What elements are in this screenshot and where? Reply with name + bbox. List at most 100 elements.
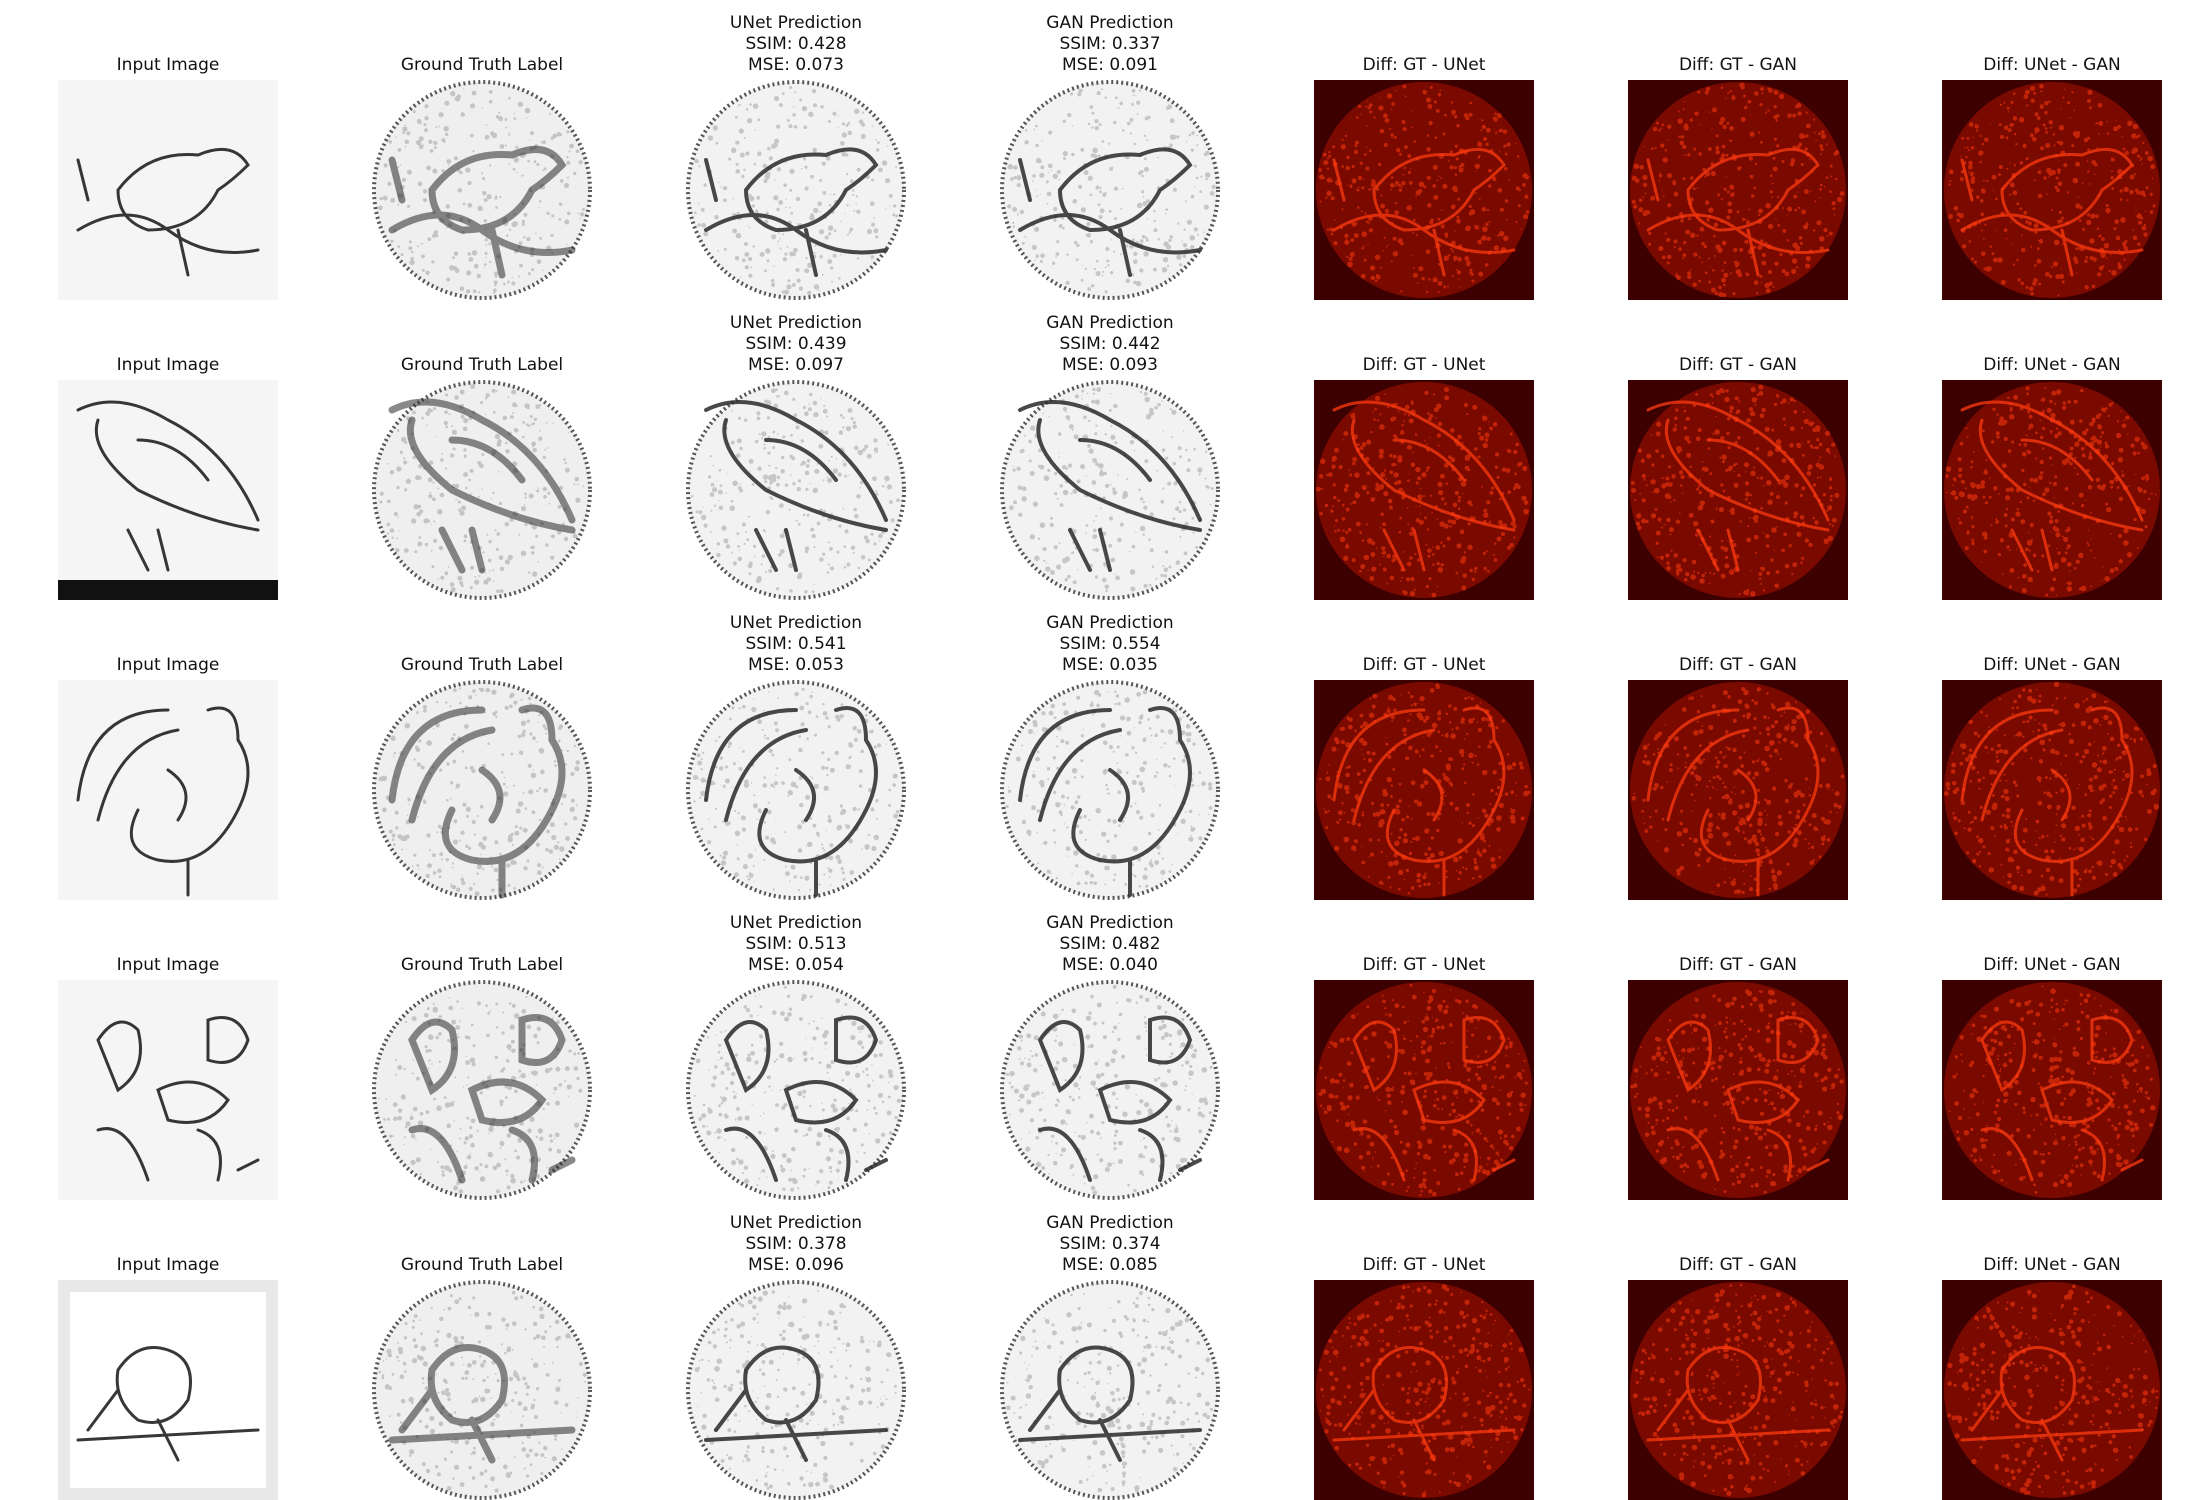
panel-title: Input Image xyxy=(28,955,308,976)
ssim-value: SSIM: 0.439 xyxy=(745,334,847,354)
diff_unet_gan-image xyxy=(1942,80,2162,300)
ssim-value: SSIM: 0.541 xyxy=(745,634,847,654)
panel-title-text: UNet Prediction xyxy=(729,313,863,333)
ssim-value: SSIM: 0.554 xyxy=(1059,634,1161,654)
panel-title: Diff: UNet - GAN xyxy=(1912,655,2192,676)
gt-image xyxy=(372,1280,592,1500)
panel-title-text: UNet Prediction xyxy=(729,613,863,633)
panel-title-text: GAN Prediction xyxy=(1046,1213,1174,1233)
panel-title-text: Ground Truth Label xyxy=(400,1255,564,1275)
mse-value: MSE: 0.096 xyxy=(748,1255,844,1275)
panel-title: Input Image xyxy=(28,55,308,76)
diff_unet_gan-image xyxy=(1942,380,2162,600)
panel-title: GAN Prediction SSIM: 0.374 MSE: 0.085 xyxy=(970,1213,1250,1276)
panel-title: Diff: GT - GAN xyxy=(1598,55,1878,76)
panel-title-text: Diff: GT - GAN xyxy=(1678,1255,1798,1275)
gt-image xyxy=(372,380,592,600)
gan-image xyxy=(1000,980,1220,1200)
unet-image xyxy=(686,980,906,1200)
panel-title-text: GAN Prediction xyxy=(1046,913,1174,933)
ssim-value: SSIM: 0.374 xyxy=(1059,1234,1161,1254)
panel-title-text: UNet Prediction xyxy=(729,13,863,33)
panel-title-text: GAN Prediction xyxy=(1046,13,1174,33)
panel-title-text: Diff: UNet - GAN xyxy=(1983,655,2121,675)
panel-title-text: Input Image xyxy=(116,1255,220,1275)
panel-title: UNet Prediction SSIM: 0.513 MSE: 0.054 xyxy=(656,913,936,976)
mse-value: MSE: 0.053 xyxy=(748,655,844,675)
panel-title: Diff: GT - UNet xyxy=(1284,655,1564,676)
panel-title: Diff: GT - UNet xyxy=(1284,955,1564,976)
panel-title: Ground Truth Label xyxy=(342,355,622,376)
mse-value: MSE: 0.091 xyxy=(1062,55,1158,75)
gan-image xyxy=(1000,1280,1220,1500)
panel-title: Diff: GT - GAN xyxy=(1598,1255,1878,1276)
panel-title-text: Diff: GT - UNet xyxy=(1362,955,1486,975)
unet-image xyxy=(686,380,906,600)
panel-title-text: Diff: UNet - GAN xyxy=(1983,355,2121,375)
panel-title: UNet Prediction SSIM: 0.428 MSE: 0.073 xyxy=(656,13,936,76)
panel-title-text: Input Image xyxy=(116,655,220,675)
panel-title-text: Diff: GT - GAN xyxy=(1678,55,1798,75)
diff_unet_gan-image xyxy=(1942,1280,2162,1500)
panel-title: Diff: UNet - GAN xyxy=(1912,55,2192,76)
input-image xyxy=(58,680,278,900)
panel-title: Diff: GT - GAN xyxy=(1598,955,1878,976)
ssim-value: SSIM: 0.428 xyxy=(745,34,847,54)
panel-title: UNet Prediction SSIM: 0.439 MSE: 0.097 xyxy=(656,313,936,376)
panel-title-text: Diff: GT - UNet xyxy=(1362,355,1486,375)
diff_unet_gan-image xyxy=(1942,680,2162,900)
unet-image xyxy=(686,80,906,300)
ssim-value: SSIM: 0.442 xyxy=(1059,334,1161,354)
panel-title-text: Diff: UNet - GAN xyxy=(1983,55,2121,75)
mse-value: MSE: 0.097 xyxy=(748,355,844,375)
panel-title-text: Input Image xyxy=(116,955,220,975)
panel-title-text: Diff: GT - GAN xyxy=(1678,655,1798,675)
panel-title-text: GAN Prediction xyxy=(1046,613,1174,633)
mse-value: MSE: 0.093 xyxy=(1062,355,1158,375)
input-image xyxy=(58,980,278,1200)
panel-title: Diff: UNet - GAN xyxy=(1912,355,2192,376)
panel-title-text: UNet Prediction xyxy=(729,913,863,933)
panel-title: Ground Truth Label xyxy=(342,655,622,676)
panel-title: Diff: UNet - GAN xyxy=(1912,1255,2192,1276)
panel-title: Ground Truth Label xyxy=(342,1255,622,1276)
panel-title-text: Ground Truth Label xyxy=(400,955,564,975)
gan-image xyxy=(1000,380,1220,600)
panel-title: GAN Prediction SSIM: 0.442 MSE: 0.093 xyxy=(970,313,1250,376)
diff_gt_gan-image xyxy=(1628,380,1848,600)
panel-title-text: Input Image xyxy=(116,55,220,75)
panel-title-text: Ground Truth Label xyxy=(400,55,564,75)
diff_gt_unet-image xyxy=(1314,380,1534,600)
mse-value: MSE: 0.040 xyxy=(1062,955,1158,975)
ssim-value: SSIM: 0.482 xyxy=(1059,934,1161,954)
panel-title: GAN Prediction SSIM: 0.554 MSE: 0.035 xyxy=(970,613,1250,676)
panel-title-text: GAN Prediction xyxy=(1046,313,1174,333)
panel-title-text: Diff: UNet - GAN xyxy=(1983,1255,2121,1275)
panel-title-text: Ground Truth Label xyxy=(400,355,564,375)
diff_gt_unet-image xyxy=(1314,680,1534,900)
panel-title: UNet Prediction SSIM: 0.541 MSE: 0.053 xyxy=(656,613,936,676)
panel-title-text: Input Image xyxy=(116,355,220,375)
panel-title: Diff: GT - UNet xyxy=(1284,1255,1564,1276)
panel-title: Diff: GT - UNet xyxy=(1284,355,1564,376)
panel-title: GAN Prediction SSIM: 0.337 MSE: 0.091 xyxy=(970,13,1250,76)
panel-title: Diff: GT - GAN xyxy=(1598,355,1878,376)
input-image xyxy=(58,80,278,300)
panel-title: Input Image xyxy=(28,655,308,676)
mse-value: MSE: 0.073 xyxy=(748,55,844,75)
gt-image xyxy=(372,980,592,1200)
panel-title-text: Diff: UNet - GAN xyxy=(1983,955,2121,975)
diff_gt_gan-image xyxy=(1628,980,1848,1200)
panel-title: Diff: UNet - GAN xyxy=(1912,955,2192,976)
ssim-value: SSIM: 0.513 xyxy=(745,934,847,954)
mse-value: MSE: 0.085 xyxy=(1062,1255,1158,1275)
mse-value: MSE: 0.035 xyxy=(1062,655,1158,675)
ssim-value: SSIM: 0.378 xyxy=(745,1234,847,1254)
unet-image xyxy=(686,1280,906,1500)
panel-title: GAN Prediction SSIM: 0.482 MSE: 0.040 xyxy=(970,913,1250,976)
diff_unet_gan-image xyxy=(1942,980,2162,1200)
panel-title-text: UNet Prediction xyxy=(729,1213,863,1233)
mse-value: MSE: 0.054 xyxy=(748,955,844,975)
gan-image xyxy=(1000,680,1220,900)
